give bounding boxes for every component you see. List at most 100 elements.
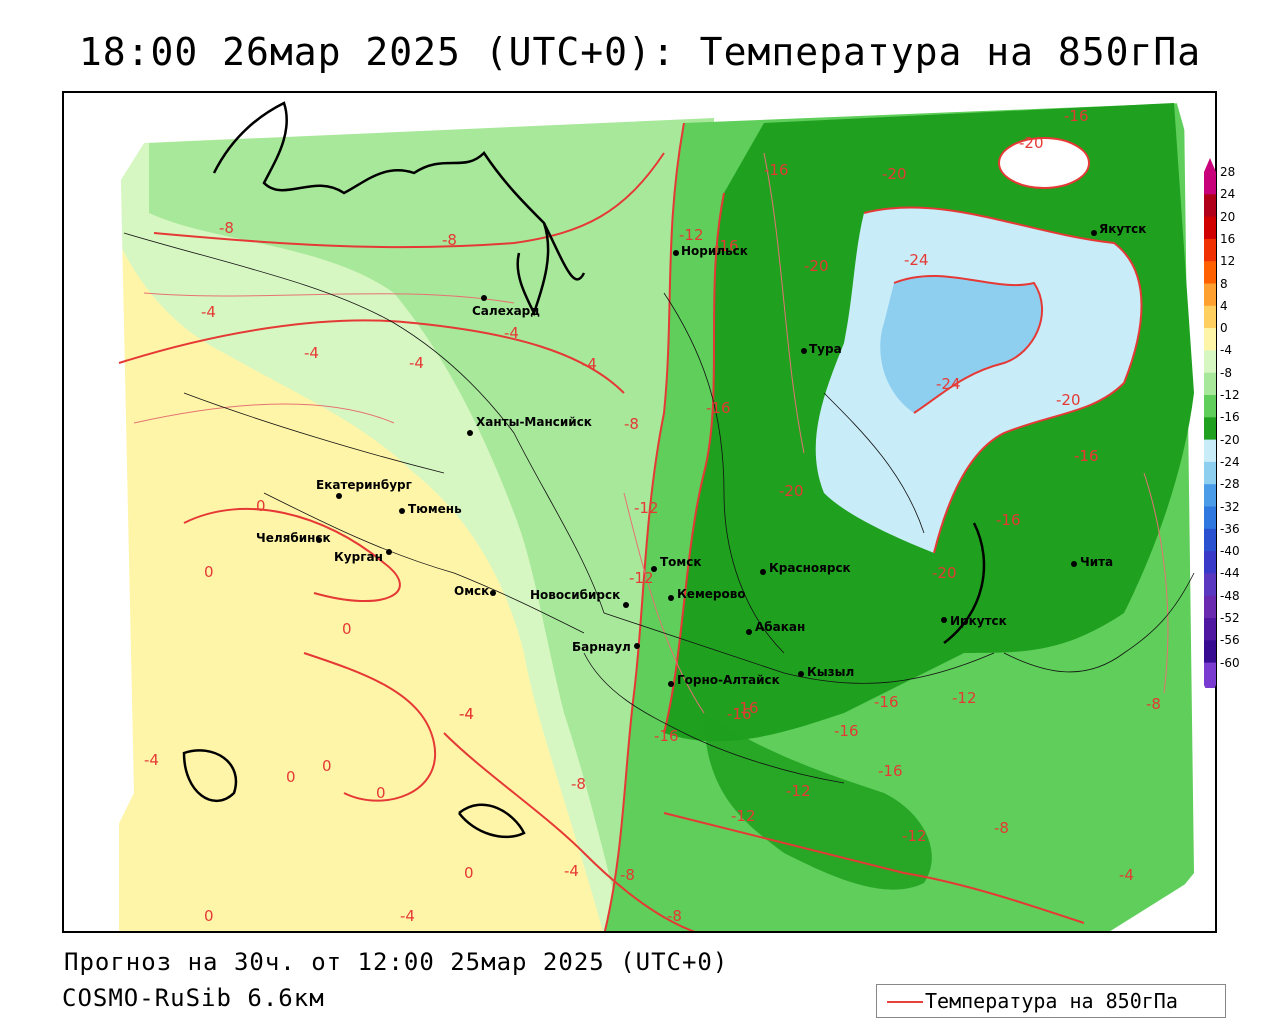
scale-swatch xyxy=(1204,350,1216,374)
isotherm-label: -8 xyxy=(442,231,457,249)
scale-label: -40 xyxy=(1220,544,1240,559)
isotherm-label: 0 xyxy=(204,907,214,925)
coastlines xyxy=(182,101,986,839)
isotherm-label: -16 xyxy=(878,762,903,780)
isotherm-label: -20 xyxy=(932,564,957,582)
isotherm-label: -12 xyxy=(786,782,811,800)
isotherm-label: -4 xyxy=(459,705,474,723)
isotherm-label: -16 xyxy=(834,722,859,740)
color-scale-bar xyxy=(1204,158,1216,688)
isotherm-label: -8 xyxy=(219,219,234,237)
scale-label: -60 xyxy=(1220,655,1240,670)
legend-line-swatch xyxy=(887,1001,923,1003)
temperature-map: -16 -20 -16 -12 -16 -20 -24 -24 -20 -16 … xyxy=(62,91,1217,933)
isotherm-label: 0 xyxy=(204,563,214,581)
isotherm-label: -20 xyxy=(1019,134,1044,152)
color-scale: 28 24 20 16 12 8 4 0 -4 -8 -12 -16 -20 -24 -28 -32 -36 -4… xyxy=(1200,158,1280,688)
zone-minus16-south xyxy=(704,713,932,890)
isotherm-thin-lines xyxy=(133,152,1169,714)
city-label: Иркутск xyxy=(950,614,1007,628)
scale-swatch xyxy=(1204,305,1216,329)
city-label: Тюмень xyxy=(408,502,462,516)
isotherm-label: -20 xyxy=(1056,391,1081,409)
isotherm-label: -8 xyxy=(994,819,1009,837)
city-label: Томск xyxy=(660,555,702,569)
city-label: Салехард xyxy=(472,304,540,318)
city-label: Горно-Алтайск xyxy=(677,673,780,687)
isotherm-label: 0 xyxy=(376,784,386,802)
isotherm-label: -4 xyxy=(504,324,519,342)
isotherm-label: -12 xyxy=(731,807,756,825)
city-label: Норильск xyxy=(681,244,748,258)
zone-minus8 xyxy=(149,118,714,931)
scale-swatch xyxy=(1204,328,1216,351)
scale-swatch xyxy=(1204,506,1216,530)
isotherm-label: -20 xyxy=(804,257,829,275)
isotherm-label: 0 xyxy=(286,768,296,786)
outside-domain-se xyxy=(1110,865,1215,931)
scale-label: -28 xyxy=(1220,477,1240,492)
scale-swatch xyxy=(1204,261,1216,284)
zone-minus20-north xyxy=(998,137,1090,189)
isotherm-label: -12 xyxy=(629,569,654,587)
scale-swatch xyxy=(1204,595,1216,619)
isotherm-label: -12 xyxy=(952,689,977,707)
isotherm-label: -4 xyxy=(409,354,424,372)
scale-swatch xyxy=(1204,194,1216,218)
isotherm-label: -16 xyxy=(1074,447,1099,465)
isotherm-label: -4 xyxy=(400,907,415,925)
city-label: Барнаул xyxy=(572,640,631,654)
isotherm-label: -8 xyxy=(620,866,635,884)
isotherm-label: -8 xyxy=(667,907,682,925)
isotherm-label: -16 xyxy=(1074,447,1099,465)
isotherm-label: -8 xyxy=(1146,695,1161,713)
isotherm-label: -4 xyxy=(1119,866,1134,884)
city-label: Курган xyxy=(334,550,383,564)
scale-label: -52 xyxy=(1220,611,1240,625)
admin-borders xyxy=(123,232,1195,784)
scale-swatch xyxy=(1204,372,1216,396)
scale-swatch xyxy=(1204,484,1216,507)
isotherm-label: -16 xyxy=(727,705,752,723)
isotherm-label: -16 xyxy=(714,237,739,255)
isotherm-label: -24 xyxy=(904,251,929,269)
city-label: Кемерово xyxy=(677,587,746,601)
scale-label: -56 xyxy=(1220,633,1240,648)
isotherm-label: -16 xyxy=(654,727,679,745)
scale-label: -20 xyxy=(1220,432,1240,447)
isotherm-label: -16 xyxy=(996,511,1021,529)
outside-domain-nw xyxy=(64,93,764,183)
scale-swatch xyxy=(1204,618,1216,641)
scale-label: -4 xyxy=(1220,343,1232,358)
scale-swatch xyxy=(1204,238,1216,262)
isotherm-label: 0 xyxy=(342,620,352,638)
forecast-info: Прогноз на 30ч. от 12:00 25мар 2025 (UTC… xyxy=(64,948,729,976)
isotherm-label: -16 xyxy=(764,161,789,179)
city-label: Абакан xyxy=(755,620,805,634)
isotherm-label: 0 xyxy=(322,757,332,775)
isotherm-label: -4 xyxy=(144,751,159,769)
map-canvas: -16 -20 -16 -12 -16 -20 -24 -24 -20 -16 … xyxy=(64,93,1215,931)
scale-swatch xyxy=(1204,283,1216,307)
scale-label: -32 xyxy=(1220,499,1240,514)
scale-swatch xyxy=(1204,640,1216,664)
city-label: Челябинск xyxy=(256,531,331,545)
isotherm-label: -8 xyxy=(571,775,586,793)
scale-label: 8 xyxy=(1220,276,1228,291)
scale-label: 20 xyxy=(1220,209,1236,224)
isotherm-label: -4 xyxy=(459,705,474,723)
city-label: Новосибирск xyxy=(530,588,620,602)
scale-swatch xyxy=(1204,417,1216,441)
scale-swatch xyxy=(1204,439,1216,463)
isotherm-label: -12 xyxy=(679,226,704,244)
scale-swatch xyxy=(1204,551,1216,574)
scale-label: -12 xyxy=(1220,388,1240,402)
scale-label: 24 xyxy=(1220,187,1236,202)
scale-swatch xyxy=(1204,395,1216,418)
isotherm-label: -4 xyxy=(564,862,579,880)
city-label: Чита xyxy=(1080,555,1113,569)
model-info: COSMO-RuSib 6.6км xyxy=(62,984,325,1012)
isotherm-label: -4 xyxy=(201,303,216,321)
legend: Температура на 850гПа xyxy=(876,984,1226,1018)
scale-label: -16 xyxy=(1220,410,1240,425)
